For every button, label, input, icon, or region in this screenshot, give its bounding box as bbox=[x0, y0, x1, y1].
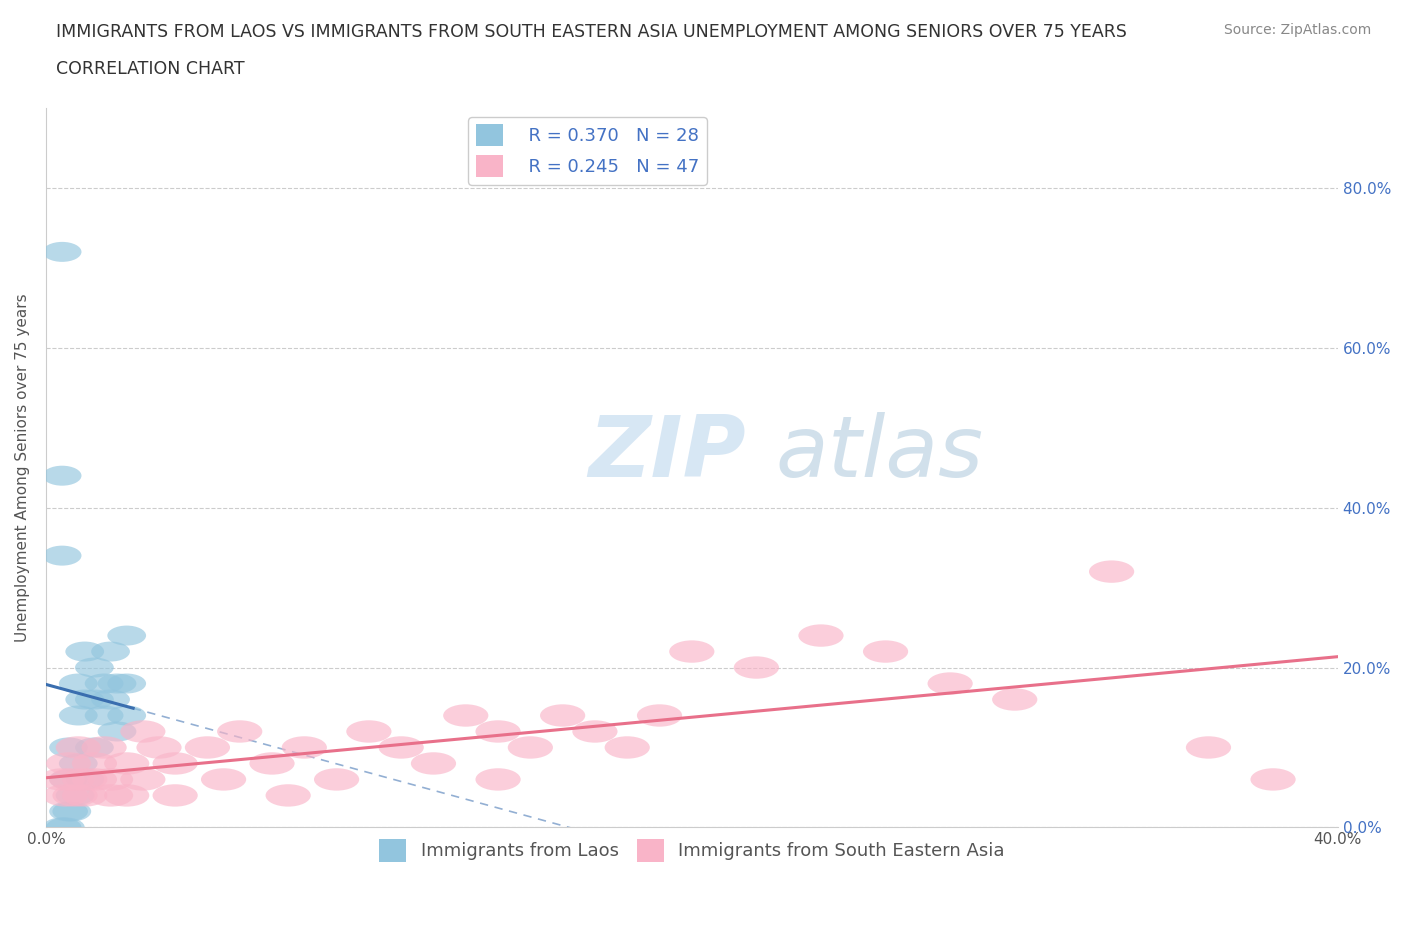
Ellipse shape bbox=[56, 737, 101, 759]
Text: Source: ZipAtlas.com: Source: ZipAtlas.com bbox=[1223, 23, 1371, 37]
Ellipse shape bbox=[59, 673, 97, 694]
Ellipse shape bbox=[104, 752, 149, 775]
Ellipse shape bbox=[65, 642, 104, 661]
Ellipse shape bbox=[42, 242, 82, 262]
Ellipse shape bbox=[669, 641, 714, 663]
Ellipse shape bbox=[637, 704, 682, 726]
Ellipse shape bbox=[572, 721, 617, 743]
Ellipse shape bbox=[993, 688, 1038, 711]
Ellipse shape bbox=[89, 768, 134, 790]
Ellipse shape bbox=[46, 752, 91, 775]
Ellipse shape bbox=[91, 642, 129, 661]
Ellipse shape bbox=[217, 721, 263, 743]
Ellipse shape bbox=[201, 768, 246, 790]
Ellipse shape bbox=[799, 624, 844, 646]
Ellipse shape bbox=[46, 817, 84, 837]
Ellipse shape bbox=[75, 658, 114, 678]
Ellipse shape bbox=[72, 752, 117, 775]
Ellipse shape bbox=[734, 657, 779, 679]
Ellipse shape bbox=[281, 737, 328, 759]
Ellipse shape bbox=[266, 784, 311, 806]
Ellipse shape bbox=[42, 546, 82, 565]
Text: IMMIGRANTS FROM LAOS VS IMMIGRANTS FROM SOUTH EASTERN ASIA UNEMPLOYMENT AMONG SE: IMMIGRANTS FROM LAOS VS IMMIGRANTS FROM … bbox=[56, 23, 1128, 41]
Ellipse shape bbox=[52, 784, 97, 806]
Ellipse shape bbox=[107, 673, 146, 694]
Ellipse shape bbox=[62, 768, 107, 790]
Ellipse shape bbox=[346, 721, 391, 743]
Legend: Immigrants from Laos, Immigrants from South Eastern Asia: Immigrants from Laos, Immigrants from So… bbox=[371, 832, 1012, 869]
Ellipse shape bbox=[475, 768, 520, 790]
Ellipse shape bbox=[75, 689, 114, 710]
Ellipse shape bbox=[59, 706, 97, 725]
Ellipse shape bbox=[39, 768, 84, 790]
Ellipse shape bbox=[91, 689, 129, 710]
Ellipse shape bbox=[49, 737, 89, 757]
Ellipse shape bbox=[84, 706, 124, 725]
Ellipse shape bbox=[314, 768, 359, 790]
Ellipse shape bbox=[52, 802, 91, 821]
Ellipse shape bbox=[42, 817, 82, 837]
Ellipse shape bbox=[928, 672, 973, 695]
Ellipse shape bbox=[97, 722, 136, 741]
Ellipse shape bbox=[508, 737, 553, 759]
Ellipse shape bbox=[443, 704, 488, 726]
Ellipse shape bbox=[49, 769, 89, 790]
Ellipse shape bbox=[605, 737, 650, 759]
Ellipse shape bbox=[75, 737, 114, 757]
Ellipse shape bbox=[475, 721, 520, 743]
Ellipse shape bbox=[82, 737, 127, 759]
Ellipse shape bbox=[65, 769, 104, 790]
Ellipse shape bbox=[49, 802, 89, 821]
Ellipse shape bbox=[84, 673, 124, 694]
Ellipse shape bbox=[1090, 561, 1135, 583]
Ellipse shape bbox=[863, 641, 908, 663]
Ellipse shape bbox=[136, 737, 181, 759]
Ellipse shape bbox=[378, 737, 423, 759]
Ellipse shape bbox=[65, 689, 104, 710]
Ellipse shape bbox=[107, 626, 146, 645]
Ellipse shape bbox=[152, 784, 198, 806]
Y-axis label: Unemployment Among Seniors over 75 years: Unemployment Among Seniors over 75 years bbox=[15, 293, 30, 642]
Ellipse shape bbox=[152, 752, 198, 775]
Ellipse shape bbox=[411, 752, 456, 775]
Ellipse shape bbox=[249, 752, 295, 775]
Ellipse shape bbox=[89, 784, 134, 806]
Ellipse shape bbox=[104, 784, 149, 806]
Ellipse shape bbox=[121, 768, 166, 790]
Ellipse shape bbox=[49, 768, 94, 790]
Ellipse shape bbox=[540, 704, 585, 726]
Ellipse shape bbox=[184, 737, 231, 759]
Ellipse shape bbox=[42, 466, 82, 485]
Ellipse shape bbox=[59, 753, 97, 774]
Text: ZIP: ZIP bbox=[589, 412, 747, 495]
Ellipse shape bbox=[72, 768, 117, 790]
Ellipse shape bbox=[42, 784, 89, 806]
Ellipse shape bbox=[121, 721, 166, 743]
Text: CORRELATION CHART: CORRELATION CHART bbox=[56, 60, 245, 78]
Ellipse shape bbox=[62, 784, 107, 806]
Ellipse shape bbox=[56, 786, 94, 805]
Ellipse shape bbox=[1185, 737, 1232, 759]
Ellipse shape bbox=[1250, 768, 1296, 790]
Ellipse shape bbox=[97, 673, 136, 694]
Text: atlas: atlas bbox=[776, 412, 984, 495]
Ellipse shape bbox=[107, 706, 146, 725]
